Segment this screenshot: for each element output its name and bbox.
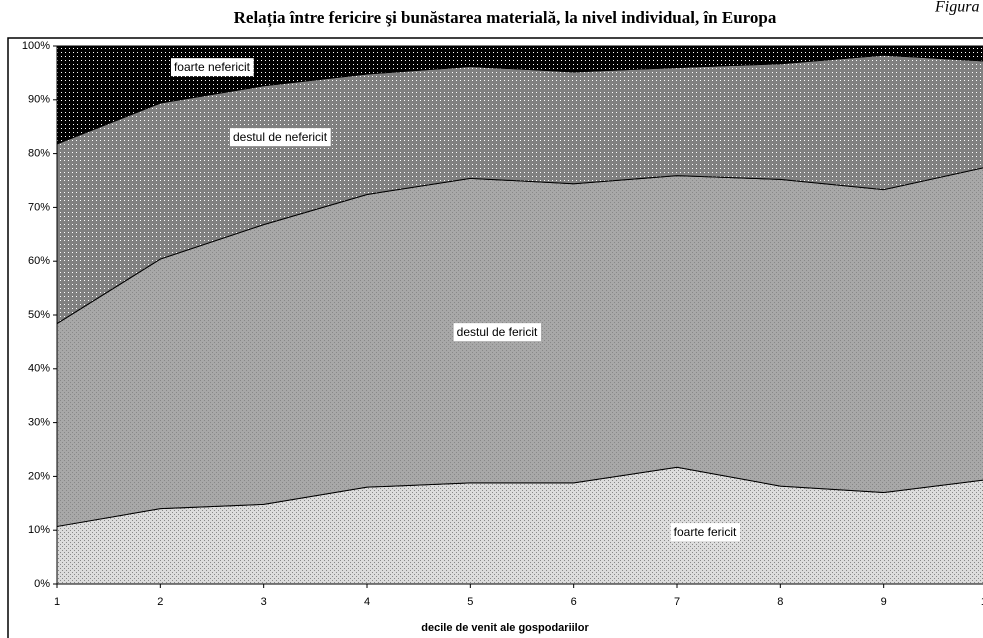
y-tick-label: 20%: [28, 470, 50, 482]
series-label-text: foarte nefericit: [174, 60, 251, 74]
x-tick-label: 9: [881, 596, 887, 608]
y-tick-label: 50%: [28, 309, 50, 321]
figure-label: Figura: [934, 0, 979, 16]
chart-title: Relația între fericire şi bunăstarea mat…: [234, 8, 777, 28]
chart-frame: [7, 37, 983, 638]
y-tick-label: 100%: [22, 40, 50, 52]
y-tick-label: 0%: [34, 578, 50, 590]
x-tick-label: 5: [467, 596, 473, 608]
series-label: destul de nefericit: [229, 128, 331, 147]
series-label-text: destul de nefericit: [233, 130, 328, 144]
x-tick-label: 10: [981, 596, 983, 608]
series-label-box: [453, 323, 542, 342]
series-label: foarte fericit: [670, 523, 741, 542]
series-label: destul de fericit: [453, 323, 542, 342]
series-label: foarte nefericit: [170, 58, 254, 77]
x-axis-title: decile de venit ale gospodariilor: [421, 622, 589, 634]
area: [56, 45, 983, 145]
y-tick-label: 40%: [28, 363, 50, 375]
x-tick-label: 2: [157, 596, 163, 608]
x-tick-label: 7: [674, 596, 680, 608]
x-tick-label: 1: [54, 596, 60, 608]
y-tick-label: 10%: [28, 524, 50, 536]
y-tick-label: 60%: [28, 255, 50, 267]
x-tick-label: 4: [364, 596, 370, 608]
series-label-box: [229, 128, 331, 147]
y-tick-label: 30%: [28, 417, 50, 429]
series-label-text: foarte fericit: [674, 525, 737, 539]
x-tick-label: 8: [777, 596, 783, 608]
series-label-box: [170, 58, 254, 77]
series-label-box: [670, 523, 741, 542]
series-label-text: destul de fericit: [457, 325, 538, 339]
y-tick-label: 70%: [28, 201, 50, 213]
y-tick-label: 80%: [28, 148, 50, 160]
x-tick-label: 3: [261, 596, 267, 608]
x-tick-label: 6: [571, 596, 577, 608]
y-tick-label: 90%: [28, 94, 50, 106]
